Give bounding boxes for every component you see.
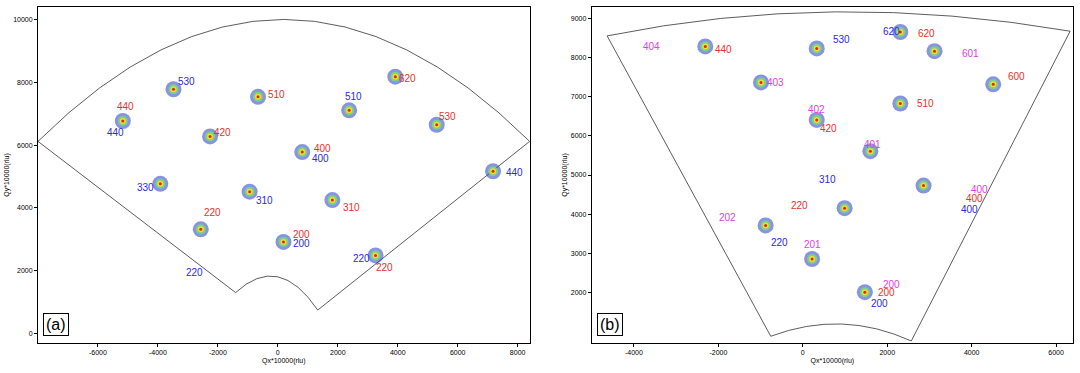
svg-text:8000: 8000 — [571, 54, 587, 61]
svg-text:8000: 8000 — [17, 79, 33, 86]
svg-text:440: 440 — [107, 127, 124, 138]
svg-text:220: 220 — [186, 267, 203, 278]
svg-text:600: 600 — [1008, 71, 1025, 82]
svg-text:3000: 3000 — [571, 250, 587, 257]
svg-text:402: 402 — [808, 104, 825, 115]
svg-text:440: 440 — [117, 101, 134, 112]
svg-text:-6000: -6000 — [89, 349, 107, 356]
svg-text:Qy*10000(rlu): Qy*10000(rlu) — [561, 153, 569, 197]
svg-text:201: 201 — [804, 239, 821, 250]
svg-text:-2000: -2000 — [709, 349, 727, 356]
svg-text:4000: 4000 — [964, 349, 980, 356]
svg-text:220: 220 — [791, 200, 808, 211]
svg-text:2000: 2000 — [17, 267, 33, 274]
svg-text:400: 400 — [961, 204, 978, 215]
svg-text:620: 620 — [883, 26, 900, 37]
svg-text:6000: 6000 — [1048, 349, 1064, 356]
svg-text:400: 400 — [312, 153, 329, 164]
svg-text:4000: 4000 — [390, 349, 406, 356]
svg-text:220: 220 — [353, 253, 370, 264]
svg-text:420: 420 — [820, 123, 837, 134]
svg-text:620: 620 — [399, 73, 416, 84]
svg-text:510: 510 — [345, 91, 362, 102]
svg-text:404: 404 — [643, 41, 660, 52]
svg-text:Qx*10000(rlu): Qx*10000(rlu) — [811, 357, 855, 365]
svg-text:420: 420 — [214, 127, 231, 138]
svg-text:601: 601 — [962, 48, 979, 59]
svg-text:310: 310 — [256, 195, 273, 206]
svg-text:200: 200 — [878, 287, 895, 298]
svg-text:0: 0 — [801, 349, 805, 356]
svg-text:400: 400 — [314, 143, 331, 154]
svg-text:200: 200 — [293, 238, 310, 249]
svg-text:4000: 4000 — [571, 211, 587, 218]
svg-text:510: 510 — [268, 89, 285, 100]
svg-text:530: 530 — [439, 111, 456, 122]
svg-text:202: 202 — [719, 212, 736, 223]
svg-text:310: 310 — [819, 174, 836, 185]
svg-text:2000: 2000 — [330, 349, 346, 356]
svg-text:4000: 4000 — [17, 204, 33, 211]
svg-text:6000: 6000 — [17, 142, 33, 149]
svg-text:620: 620 — [918, 28, 935, 39]
svg-text:5000: 5000 — [571, 171, 587, 178]
svg-text:2000: 2000 — [571, 289, 587, 296]
svg-text:401: 401 — [864, 139, 881, 150]
svg-text:(a): (a) — [46, 316, 66, 333]
svg-text:403: 403 — [767, 77, 784, 88]
svg-text:220: 220 — [376, 262, 393, 273]
svg-text:Qx*10000(rlu): Qx*10000(rlu) — [262, 357, 306, 365]
svg-text:8000: 8000 — [510, 349, 526, 356]
svg-text:Qy*10000(rlu): Qy*10000(rlu) — [3, 153, 11, 197]
svg-text:(b): (b) — [600, 316, 620, 333]
svg-text:-4000: -4000 — [149, 349, 167, 356]
svg-text:-2000: -2000 — [209, 349, 227, 356]
svg-text:0: 0 — [276, 349, 280, 356]
svg-text:400: 400 — [966, 193, 983, 204]
svg-text:6000: 6000 — [450, 349, 466, 356]
svg-text:7000: 7000 — [571, 93, 587, 100]
svg-text:200: 200 — [883, 279, 900, 290]
svg-text:530: 530 — [833, 34, 850, 45]
svg-text:510: 510 — [917, 98, 934, 109]
svg-text:330: 330 — [137, 182, 154, 193]
svg-text:220: 220 — [771, 237, 788, 248]
svg-text:200: 200 — [871, 298, 888, 309]
svg-text:440: 440 — [715, 44, 732, 55]
svg-text:6000: 6000 — [571, 132, 587, 139]
svg-text:0: 0 — [29, 330, 33, 337]
svg-text:10000: 10000 — [13, 16, 33, 23]
svg-text:530: 530 — [178, 76, 195, 87]
svg-text:9000: 9000 — [571, 15, 587, 22]
svg-text:310: 310 — [343, 202, 360, 213]
svg-text:440: 440 — [506, 167, 523, 178]
svg-text:-4000: -4000 — [625, 349, 643, 356]
svg-text:400: 400 — [971, 184, 988, 195]
svg-text:2000: 2000 — [879, 349, 895, 356]
svg-text:200: 200 — [293, 229, 310, 240]
svg-text:220: 220 — [204, 207, 221, 218]
